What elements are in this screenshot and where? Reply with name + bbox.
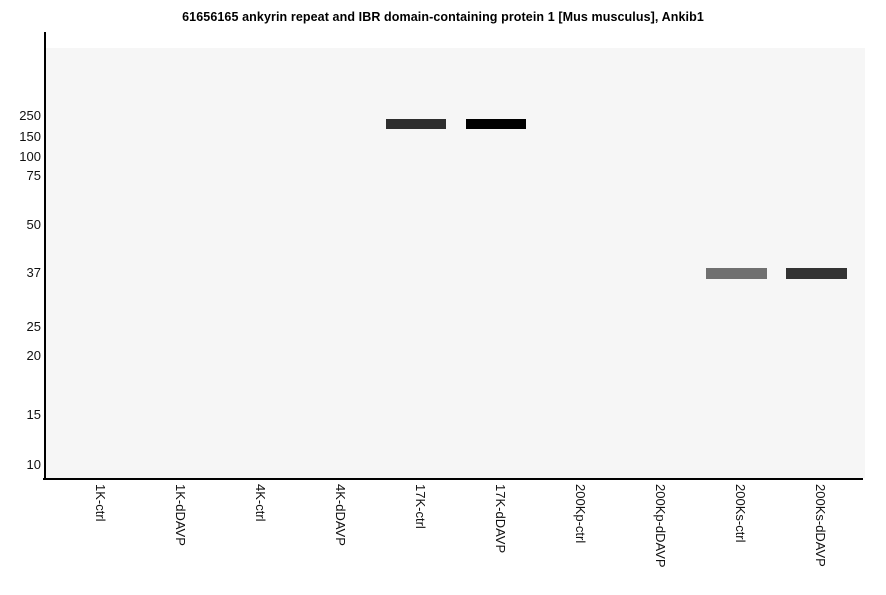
x-tick-label-200kp-ddavp: 200Kp-dDAVP: [653, 484, 668, 568]
band-17k-ctrl-200kda: [386, 119, 446, 129]
y-tick-label-15: 15: [26, 407, 41, 422]
x-tick-label-1k-ddavp: 1K-dDAVP: [173, 484, 188, 546]
x-tick-label-4k-ddavp: 4K-dDAVP: [333, 484, 348, 546]
y-tick-label-37: 37: [26, 265, 41, 280]
x-tick-label-17k-ddavp: 17K-dDAVP: [493, 484, 508, 554]
y-tick-label-50: 50: [26, 217, 41, 232]
x-tick-label-200kp-ctrl: 200Kp-ctrl: [573, 484, 588, 544]
x-tick-label-17k-ctrl: 17K-ctrl: [413, 484, 428, 529]
y-axis-line: [44, 32, 46, 480]
band-17k-ddavp-200kda: [466, 119, 526, 129]
y-tick-label-250: 250: [19, 108, 41, 123]
plot-area: [46, 48, 865, 478]
y-tick-label-100: 100: [19, 149, 41, 164]
y-tick-label-20: 20: [26, 348, 41, 363]
x-tick-label-200ks-ddavp: 200Ks-dDAVP: [813, 484, 828, 567]
y-tick-label-75: 75: [26, 168, 41, 183]
y-tick-label-25: 25: [26, 319, 41, 334]
x-tick-label-200ks-ctrl: 200Ks-ctrl: [733, 484, 748, 543]
chart-title: 61656165 ankyrin repeat and IBR domain-c…: [182, 10, 704, 24]
y-tick-label-150: 150: [19, 129, 41, 144]
x-tick-label-1k-ctrl: 1K-ctrl: [93, 484, 108, 522]
x-axis-line: [43, 478, 863, 480]
y-tick-label-10: 10: [26, 457, 41, 472]
x-tick-label-4k-ctrl: 4K-ctrl: [253, 484, 268, 522]
band-200ks-ctrl-37kda: [706, 268, 767, 279]
band-200ks-ddavp-37kda: [786, 268, 847, 279]
